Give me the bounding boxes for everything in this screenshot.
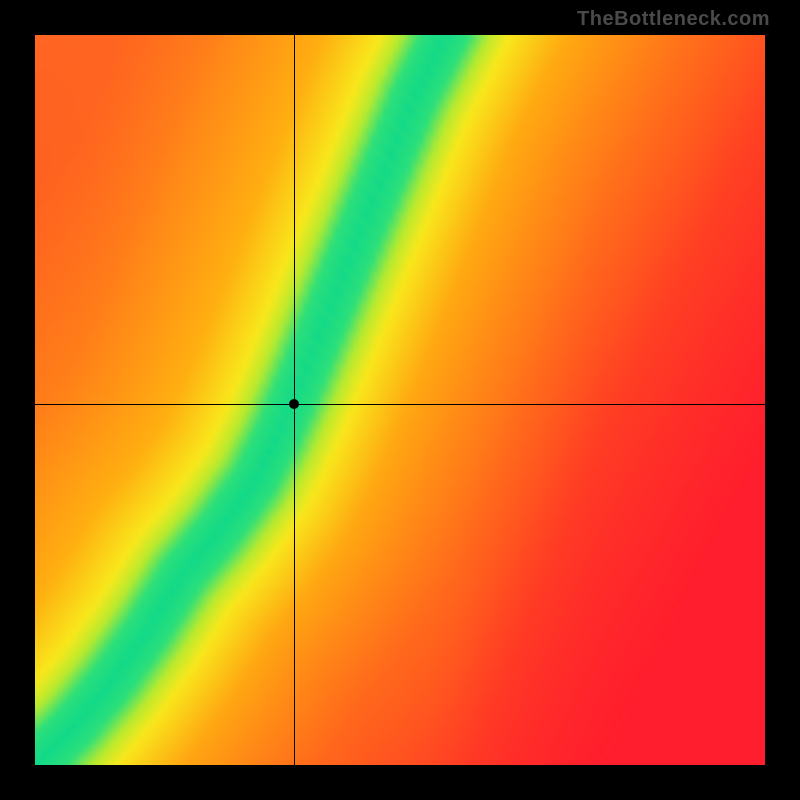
crosshair-dot xyxy=(289,399,299,409)
heatmap-chart xyxy=(35,35,765,765)
crosshair-horizontal xyxy=(35,404,765,405)
heatmap-canvas xyxy=(35,35,765,765)
watermark-text: TheBottleneck.com xyxy=(577,8,770,31)
